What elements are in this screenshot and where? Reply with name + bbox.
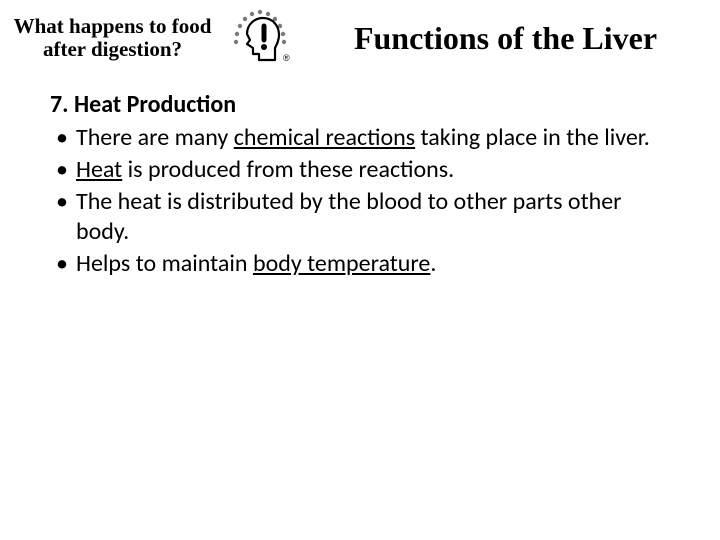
list-item: The heat is distributed by the blood to … [50, 187, 670, 247]
header-row: What happens to food after digestion? [0, 0, 720, 72]
right-title: Functions of the Liver [301, 20, 710, 57]
left-title: What happens to food after digestion? [10, 15, 215, 61]
left-title-line1: What happens to food [14, 14, 212, 38]
subheading: 7. Heat Production [50, 90, 670, 119]
bullet-list: There are many chemical reactions taking… [50, 123, 670, 279]
list-item: Helps to maintain body temperature. [50, 249, 670, 279]
left-title-line2: after digestion? [43, 37, 182, 61]
list-item: Heat is produced from these reactions. [50, 155, 670, 185]
list-item: There are many chemical reactions taking… [50, 123, 670, 153]
svg-text:®: ® [283, 53, 290, 63]
content-area: 7. Heat Production There are many chemic… [0, 72, 720, 279]
thinking-head-icon: ® [223, 4, 293, 72]
